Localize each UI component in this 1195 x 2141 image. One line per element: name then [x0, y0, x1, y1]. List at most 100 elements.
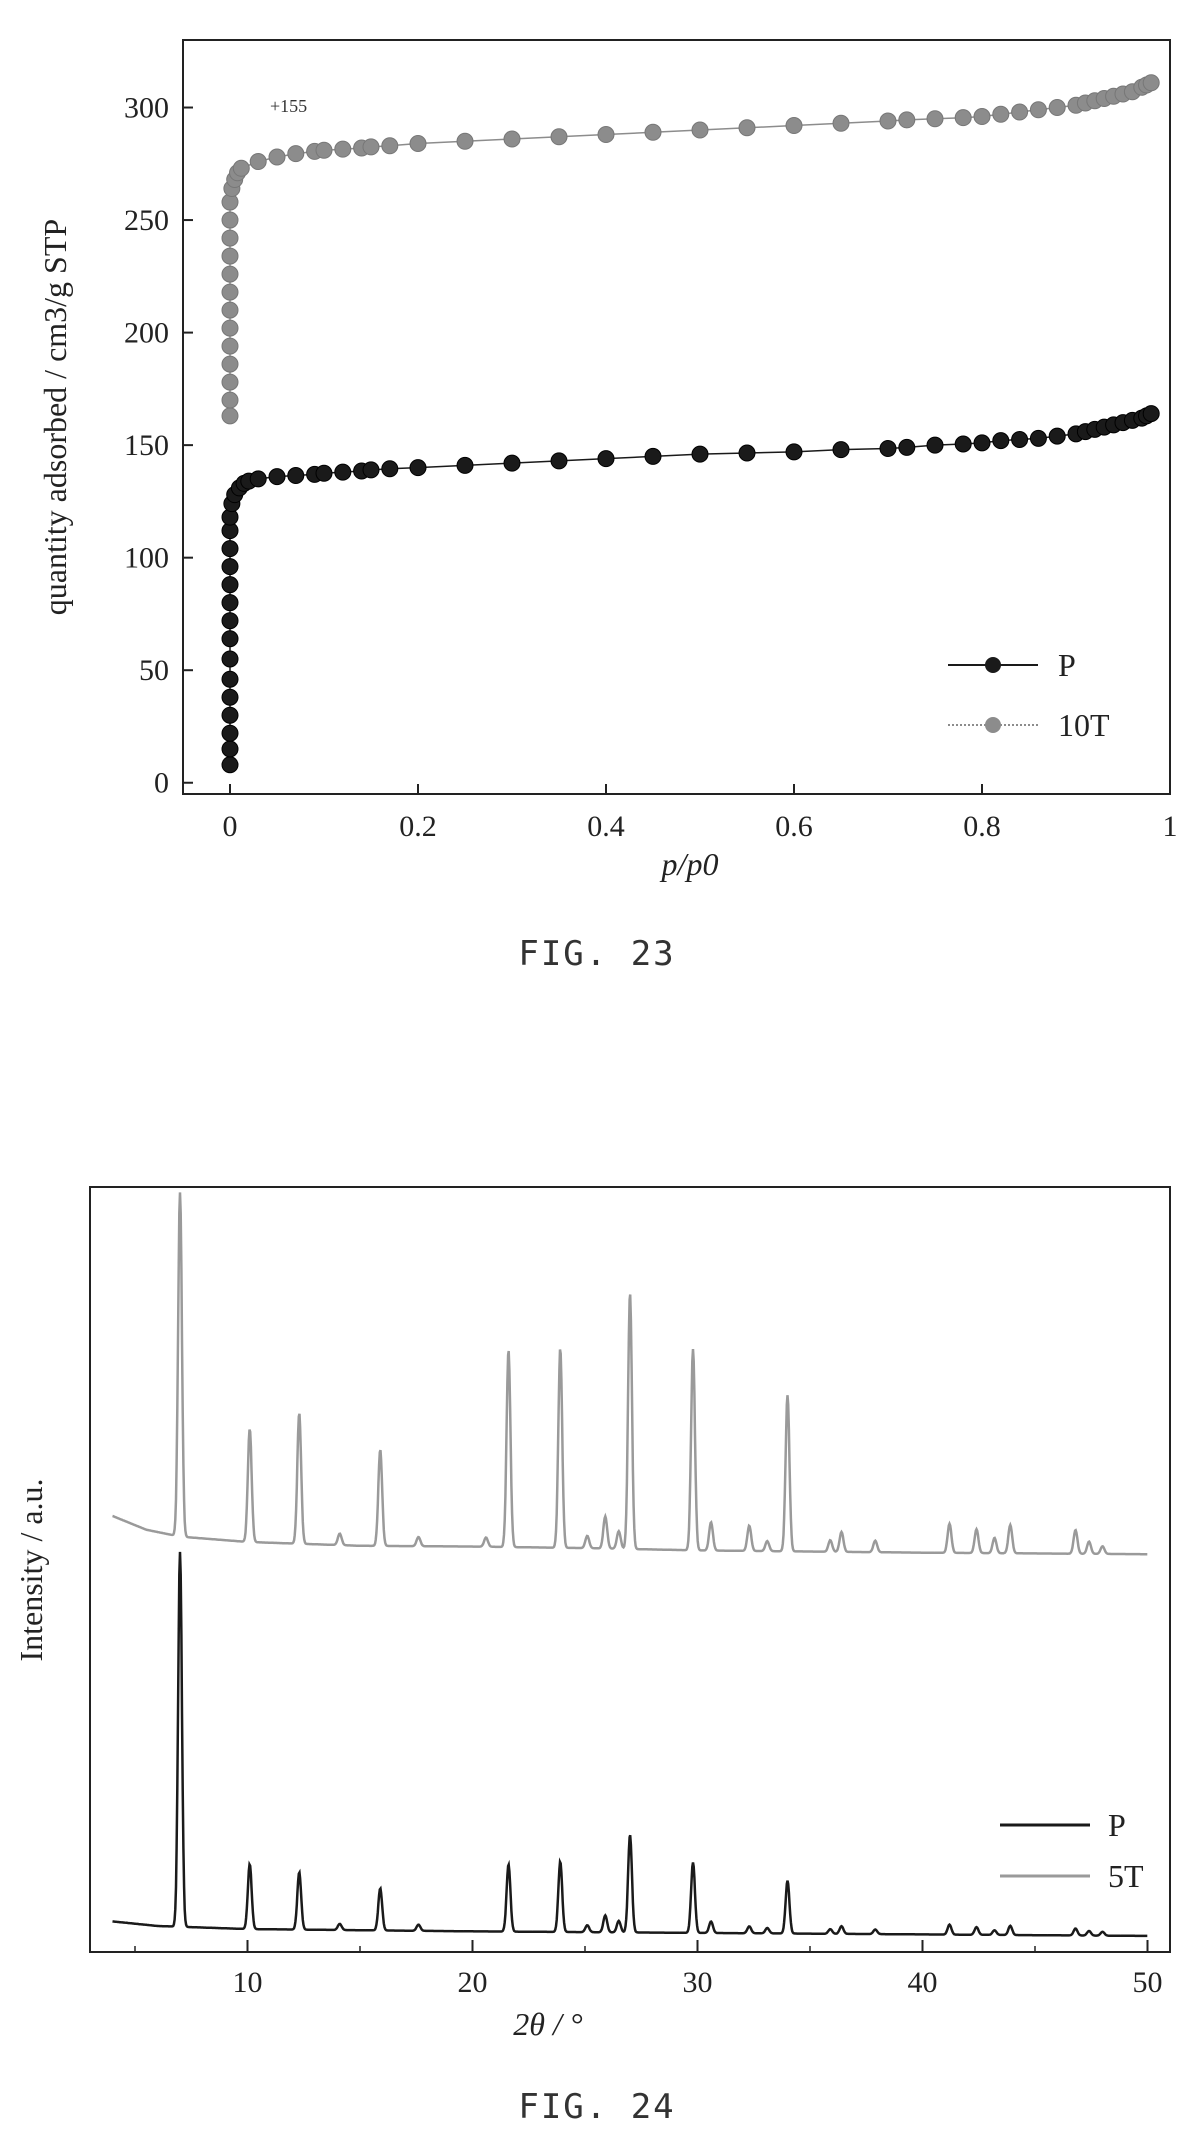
data-point-p [249, 470, 267, 488]
x-tick-label: 10 [233, 1966, 263, 1999]
data-point-p [973, 434, 991, 452]
x-tick-label: 0.4 [587, 810, 625, 843]
data-point-p [221, 540, 239, 558]
data-point-p [597, 450, 615, 468]
data-point-10t [1029, 101, 1047, 119]
x-tick-label: 30 [683, 1966, 713, 1999]
data-point-10t [381, 137, 399, 155]
data-point-p [221, 706, 239, 724]
data-point-p [503, 454, 521, 472]
data-point-p [221, 558, 239, 576]
data-point-p [926, 436, 944, 454]
data-point-p [221, 756, 239, 774]
data-point-p [550, 452, 568, 470]
data-point-10t [334, 140, 352, 158]
data-point-p [221, 630, 239, 648]
data-point-10t [1142, 74, 1160, 92]
data-point-10t [221, 283, 239, 301]
data-point-10t [973, 108, 991, 126]
legend-label-5t-xrd: 5T [1108, 1858, 1144, 1894]
data-point-10t [362, 138, 380, 156]
y-tick-label: 0 [154, 767, 169, 800]
data-point-10t [221, 211, 239, 229]
data-point-p [691, 445, 709, 463]
isotherm-axes: 0 0.2 0.4 0.6 0.8 1 0 50 100 150 200 250 300 [124, 92, 1178, 843]
y-tick-label: 200 [124, 317, 169, 350]
data-point-10t [738, 119, 756, 137]
data-point-p [221, 670, 239, 688]
data-point-10t [503, 130, 521, 148]
data-point-10t [550, 128, 568, 146]
data-point-p [381, 460, 399, 478]
y-tick-label: 150 [124, 429, 169, 462]
data-point-10t [597, 126, 615, 144]
data-point-10t [832, 114, 850, 132]
xrd-x-axis-label: 2θ / ° [513, 2006, 583, 2042]
data-point-10t [268, 148, 286, 166]
isotherm-plot-frame [182, 39, 1171, 795]
legend-marker-p [985, 657, 1001, 673]
series-line-p [229, 412, 1152, 765]
xrd-plot-frame [89, 1186, 1171, 1953]
x-tick-label: 0 [223, 810, 238, 843]
isotherm-chart: 0 0.2 0.4 0.6 0.8 1 0 50 100 150 200 250 300 +155 P … [37, 39, 1178, 974]
data-point-10t [926, 110, 944, 128]
data-point-p [785, 443, 803, 461]
x-tick-label: 20 [458, 1966, 488, 1999]
data-point-p [409, 459, 427, 477]
data-point-p [898, 438, 916, 456]
data-point-10t [221, 247, 239, 265]
xrd-chart: 10 20 30 40 50 P 5T Intensity / a.u. 2θ / ° … [13, 1186, 1171, 2127]
legend-label-10t: 10T [1058, 707, 1110, 743]
data-point-p [738, 444, 756, 462]
data-point-p [287, 467, 305, 485]
data-point-p [221, 576, 239, 594]
data-point-p [221, 740, 239, 758]
xrd-axes: 10 20 30 40 50 [134, 1940, 1163, 1999]
data-point-10t [1011, 103, 1029, 121]
data-point-p [221, 688, 239, 706]
data-point-p [1011, 431, 1029, 449]
figure-caption-23: FIG. 23 [518, 934, 675, 974]
offset-annotation: +155 [270, 96, 307, 116]
data-point-p [221, 724, 239, 742]
data-point-p [992, 432, 1010, 450]
y-tick-label: 300 [124, 92, 169, 125]
isotherm-series-lines [229, 82, 1152, 765]
isotherm-x-axis-label: p/p0 [660, 846, 719, 882]
isotherm-legend: P 10T [948, 647, 1110, 743]
data-point-10t [992, 105, 1010, 123]
xrd-y-axis-label: Intensity / a.u. [13, 1478, 49, 1661]
data-point-10t [287, 145, 305, 163]
data-point-10t [315, 141, 333, 159]
x-tick-label: 0.8 [963, 810, 1001, 843]
data-point-10t [221, 319, 239, 337]
data-point-10t [221, 337, 239, 355]
figure-caption-24: FIG. 24 [518, 2087, 675, 2127]
data-point-10t [954, 109, 972, 127]
data-point-10t [221, 373, 239, 391]
series-line-10t [229, 82, 1152, 416]
data-point-p [832, 441, 850, 459]
data-point-10t [221, 391, 239, 409]
y-tick-label: 100 [124, 542, 169, 575]
data-point-10t [232, 159, 250, 177]
data-point-p [1142, 405, 1160, 423]
legend-label-p-xrd: P [1108, 1807, 1126, 1843]
isotherm-data-points [221, 74, 1160, 774]
data-point-10t [1048, 99, 1066, 117]
data-point-p [221, 612, 239, 630]
x-tick-label: 40 [908, 1966, 938, 1999]
data-point-10t [221, 407, 239, 425]
data-point-p [315, 464, 333, 482]
data-point-10t [221, 229, 239, 247]
data-point-p [644, 447, 662, 465]
data-point-10t [879, 112, 897, 130]
data-point-p [362, 461, 380, 479]
y-tick-label: 250 [124, 204, 169, 237]
data-point-10t [785, 117, 803, 135]
data-point-10t [221, 301, 239, 319]
xrd-pattern-5t [112, 1192, 1148, 1556]
x-tick-label: 0.2 [399, 810, 437, 843]
